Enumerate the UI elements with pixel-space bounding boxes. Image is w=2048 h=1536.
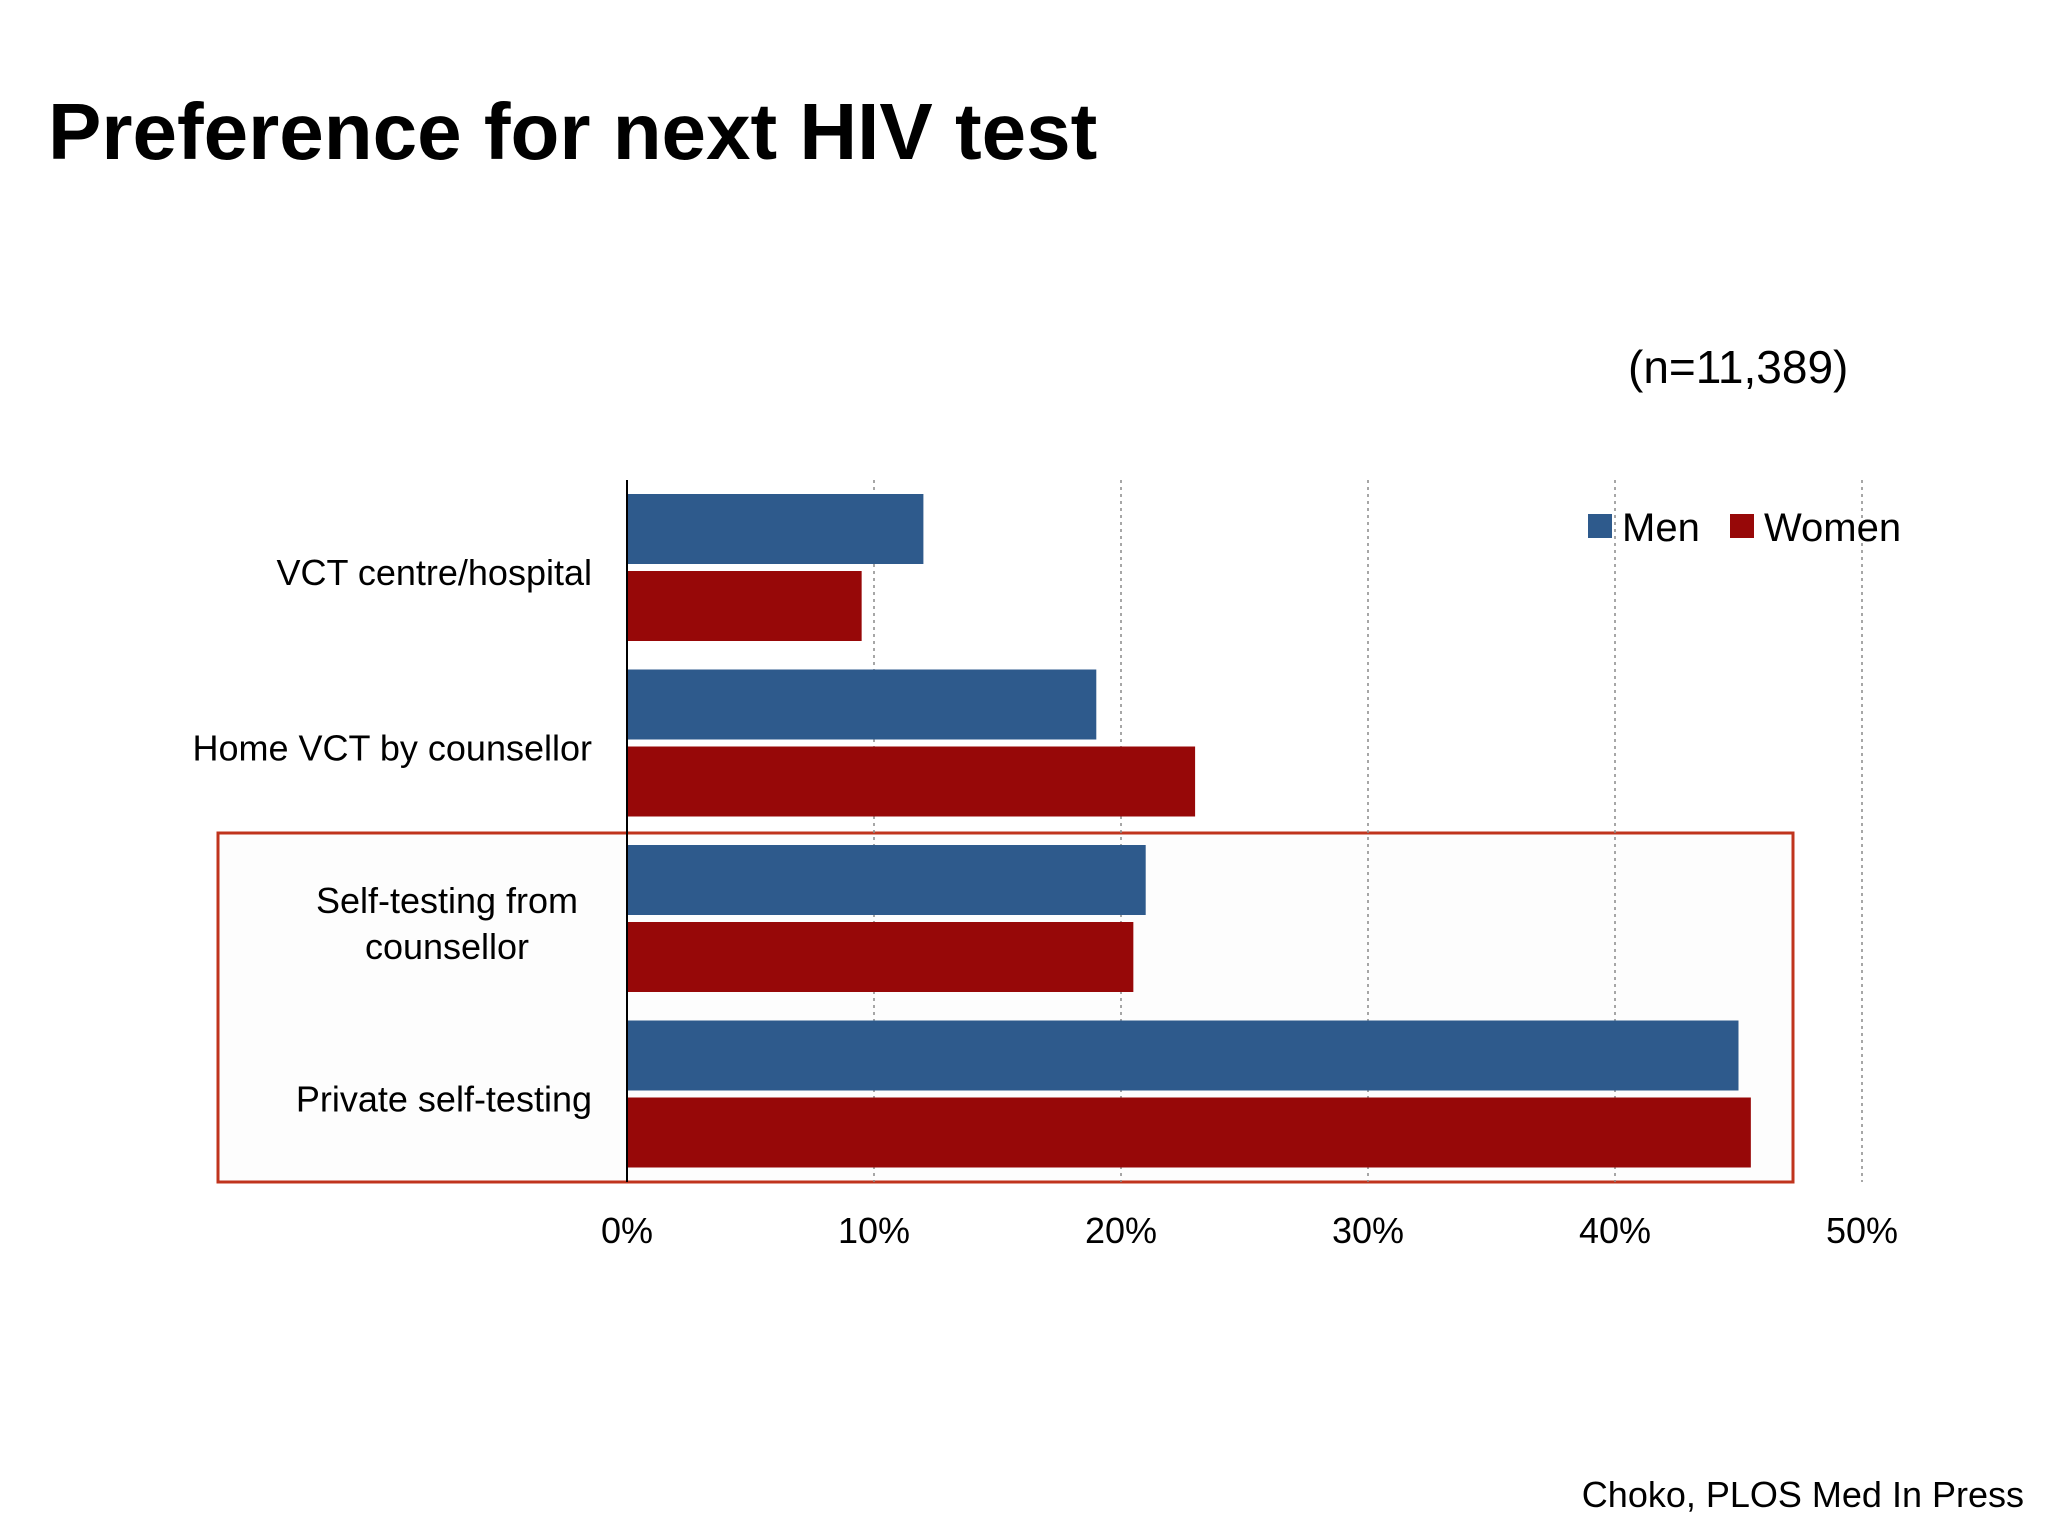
category-label: Self-testing from counsellor — [316, 880, 578, 967]
x-tick-label: 50% — [1826, 1210, 1898, 1251]
category-label: VCT centre/hospital — [277, 552, 593, 593]
bar-men — [627, 1020, 1739, 1091]
bar-men — [627, 494, 924, 564]
bar-women — [627, 746, 1196, 817]
bar-women — [627, 571, 862, 641]
source-citation: Choko, PLOS Med In Press — [1581, 1474, 2024, 1515]
x-tick-label: 0% — [601, 1210, 653, 1251]
legend-swatch-men — [1588, 514, 1612, 538]
category-labels: VCT centre/hospital Home VCT by counsello… — [193, 552, 593, 1120]
x-tick-label: 10% — [838, 1210, 910, 1251]
legend-label-men: Men — [1622, 506, 1700, 550]
bar-women — [627, 922, 1134, 992]
legend-label-women: Women — [1764, 506, 1901, 550]
category-label-line: Home VCT by counsellor — [193, 727, 593, 768]
legend: Men Women — [1588, 506, 1901, 550]
x-tick-label: 40% — [1579, 1210, 1651, 1251]
bar-men — [627, 669, 1097, 740]
slide-title: Preference for next HIV test — [48, 87, 1098, 176]
x-tick-label: 20% — [1085, 1210, 1157, 1251]
category-label-line: Self-testing from — [316, 880, 578, 921]
gridlines — [873, 480, 1863, 1182]
category-label-line: Private self-testing — [296, 1078, 592, 1119]
bar-men — [627, 845, 1146, 915]
sample-size-label: (n=11,389) — [1628, 341, 1849, 393]
legend-swatch-women — [1730, 514, 1754, 538]
category-label-line: VCT centre/hospital — [277, 552, 593, 593]
category-label-line: counsellor — [365, 926, 529, 967]
x-tick-labels: 0% 10% 20% 30% 40% 50% — [601, 1210, 1898, 1251]
x-tick-label: 30% — [1332, 1210, 1404, 1251]
category-label: Home VCT by counsellor — [193, 727, 593, 768]
bars — [627, 494, 1751, 1168]
category-label: Private self-testing — [296, 1078, 592, 1119]
bar-women — [627, 1097, 1751, 1168]
